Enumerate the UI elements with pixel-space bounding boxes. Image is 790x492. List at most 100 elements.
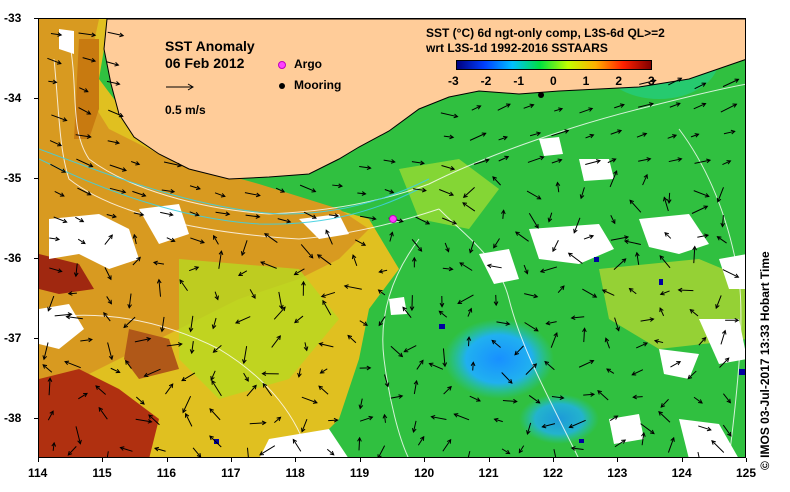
velocity-arrow-head — [329, 450, 335, 456]
velocity-arrow — [693, 246, 696, 264]
velocity-arrow-head — [121, 167, 127, 172]
velocity-arrow-head — [730, 129, 736, 135]
velocity-arrow — [213, 235, 219, 245]
x-tick-mark — [295, 458, 297, 462]
velocity-arrow-head — [545, 320, 551, 326]
velocity-arrow-head — [689, 309, 695, 314]
hot-patch-sw — [39, 369, 159, 457]
velocity-arrow — [494, 418, 503, 423]
velocity-arrow — [472, 362, 474, 371]
velocity-arrow — [154, 447, 166, 452]
velocity-arrow-head — [648, 102, 654, 107]
velocity-arrow — [50, 163, 66, 173]
velocity-arrow-head — [316, 254, 322, 259]
velocity-arrow — [317, 254, 332, 266]
velocity-arrow-head — [701, 82, 707, 87]
velocity-arrow-head — [297, 372, 302, 378]
velocity-arrow-head — [659, 255, 665, 260]
x-tick-label: 123 — [607, 466, 628, 480]
velocity-arrow-head — [539, 155, 545, 161]
cold-specks — [214, 257, 745, 444]
velocity-arrow — [462, 202, 476, 212]
velocity-arrow-head — [514, 231, 520, 236]
sst-map — [38, 18, 746, 458]
velocity-arrow — [443, 135, 454, 138]
velocity-arrow — [454, 413, 470, 421]
velocity-arrow — [301, 396, 318, 404]
velocity-arrow-head — [83, 88, 89, 93]
contour-lines — [39, 38, 745, 457]
velocity-arrow — [106, 214, 117, 218]
velocity-arrow — [525, 363, 537, 376]
velocity-arrow — [185, 413, 193, 427]
velocity-arrow-head — [119, 32, 125, 38]
velocity-arrow — [47, 410, 54, 421]
velocity-arrow-head — [59, 192, 65, 197]
velocity-arrow — [614, 317, 620, 331]
velocity-arrow-head — [55, 236, 61, 242]
velocity-arrow — [502, 210, 505, 219]
velocity-arrow-head — [98, 406, 104, 412]
velocity-arrow — [379, 269, 388, 273]
velocity-arrow — [442, 267, 453, 270]
velocity-arrow-head — [107, 275, 112, 281]
velocity-arrow — [678, 289, 694, 292]
velocity-arrow — [552, 240, 559, 252]
x-tick-label: 124 — [671, 466, 692, 480]
velocity-arrow-head — [413, 379, 419, 385]
velocity-arrow — [358, 437, 361, 451]
velocity-arrow — [273, 306, 286, 320]
velocity-arrow — [106, 61, 119, 66]
velocity-arrow-head — [261, 371, 267, 377]
velocity-arrow — [640, 423, 655, 434]
velocity-arrow-head — [672, 134, 678, 139]
colorbar-tick-label: 1 — [582, 74, 590, 88]
velocity-arrow-head — [86, 134, 92, 139]
x-tick-mark — [166, 458, 168, 462]
velocity-arrow-head — [664, 231, 669, 237]
velocity-arrow — [299, 184, 316, 193]
argo-legend-label: Argo — [294, 57, 322, 71]
velocity-arrow — [190, 315, 194, 332]
velocity-arrow — [439, 189, 454, 196]
velocity-arrow — [720, 330, 726, 345]
velocity-arrow-head — [553, 332, 558, 338]
velocity-arrow-head — [62, 218, 68, 224]
velocity-arrow-head — [659, 291, 665, 296]
velocity-arrow-head — [541, 423, 547, 429]
mooring-marker — [538, 92, 545, 98]
velocity-arrow-head — [505, 321, 511, 326]
velocity-arrow — [132, 257, 141, 266]
velocity-arrow-head — [121, 189, 127, 194]
velocity-arrow-head — [721, 329, 727, 335]
velocity-arrow — [468, 337, 470, 347]
velocity-arrow — [557, 285, 565, 294]
velocity-arrow-head — [500, 209, 506, 215]
velocity-arrow-head — [698, 399, 703, 404]
velocity-arrow — [75, 134, 91, 138]
velocity-arrow — [411, 161, 424, 164]
velocity-arrow-head — [378, 268, 384, 274]
velocity-arrow-head — [67, 450, 73, 456]
velocity-arrow — [492, 176, 502, 186]
velocity-arrow — [104, 267, 112, 280]
velocity-arrow-head — [687, 374, 693, 380]
velocity-arrow-head — [623, 239, 629, 244]
velocity-arrow-head — [734, 273, 740, 278]
velocity-arrow — [54, 190, 65, 197]
velocity-arrow-head — [107, 299, 112, 305]
velocity-arrow-head — [649, 317, 655, 322]
velocity-arrow-head — [706, 426, 712, 432]
velocity-arrow — [614, 104, 625, 109]
velocity-arrow-head — [65, 314, 71, 320]
velocity-arrow — [467, 450, 471, 457]
velocity-arrow — [636, 252, 640, 265]
velocity-arrow-head — [676, 361, 682, 366]
velocity-arrow — [303, 211, 317, 219]
velocity-arrow — [497, 103, 511, 111]
velocity-arrow-head — [235, 319, 240, 324]
y-tick-mark — [34, 18, 38, 19]
velocity-arrow — [192, 447, 202, 457]
velocity-arrow — [49, 237, 60, 240]
velocity-arrow-head — [79, 218, 85, 223]
